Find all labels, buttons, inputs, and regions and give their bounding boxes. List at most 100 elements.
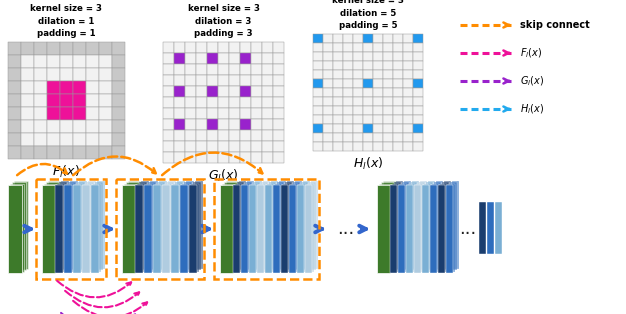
Bar <box>139 182 147 270</box>
Bar <box>235 183 242 272</box>
Bar <box>403 70 413 79</box>
Text: $F_l(x)$: $F_l(x)$ <box>520 46 542 60</box>
Bar <box>333 43 343 52</box>
Bar <box>413 88 423 97</box>
Bar <box>196 42 207 53</box>
Bar <box>383 97 393 106</box>
Bar <box>373 115 383 124</box>
Bar <box>343 133 353 142</box>
Bar <box>185 119 196 130</box>
Bar <box>383 106 393 115</box>
Bar <box>251 119 262 130</box>
Bar <box>363 97 373 106</box>
Bar <box>275 183 282 272</box>
Bar <box>218 130 229 141</box>
Bar <box>186 181 194 268</box>
Bar <box>426 182 433 270</box>
Bar <box>430 185 437 273</box>
Bar <box>196 97 207 108</box>
Bar <box>255 181 262 268</box>
Bar <box>174 108 185 119</box>
Bar <box>137 183 145 272</box>
Bar <box>185 152 196 163</box>
Bar <box>112 107 125 120</box>
Bar <box>301 182 308 270</box>
Bar <box>262 86 273 97</box>
Bar <box>313 106 323 115</box>
Bar <box>60 94 73 107</box>
Bar <box>218 42 229 53</box>
Bar <box>393 133 403 142</box>
Bar <box>34 107 47 120</box>
Bar <box>155 183 163 272</box>
Bar <box>79 181 87 268</box>
Bar <box>34 146 47 159</box>
Bar <box>47 81 60 94</box>
Bar <box>383 142 393 151</box>
Bar <box>21 55 34 68</box>
Bar <box>21 107 34 120</box>
Bar <box>34 42 47 55</box>
Bar <box>73 146 86 159</box>
Bar <box>240 141 251 152</box>
Bar <box>93 183 101 272</box>
Bar <box>207 86 218 97</box>
Bar <box>240 97 251 108</box>
Bar <box>495 202 502 254</box>
Bar <box>363 133 373 142</box>
Bar <box>229 53 240 64</box>
Bar <box>86 182 94 270</box>
Bar <box>112 133 125 146</box>
Bar <box>207 42 218 53</box>
Bar <box>68 182 76 270</box>
Bar <box>273 53 284 64</box>
Bar <box>207 97 218 108</box>
Bar <box>285 182 292 270</box>
Bar <box>193 182 201 270</box>
Bar <box>153 185 161 273</box>
Bar <box>159 181 167 268</box>
Bar <box>403 115 413 124</box>
Bar <box>75 183 83 272</box>
Bar <box>185 141 196 152</box>
Bar <box>8 42 21 55</box>
Bar <box>343 142 353 151</box>
Bar <box>333 61 343 70</box>
Bar <box>47 133 60 146</box>
Bar <box>196 75 207 86</box>
Bar <box>233 185 240 273</box>
Bar <box>21 94 34 107</box>
Bar <box>313 79 323 88</box>
Bar <box>112 120 125 133</box>
Bar <box>144 185 152 273</box>
Bar <box>277 182 284 270</box>
Bar <box>377 185 390 273</box>
Bar <box>251 183 258 272</box>
Bar <box>174 152 185 163</box>
Bar <box>47 146 60 159</box>
Bar <box>313 133 323 142</box>
Bar <box>82 185 90 273</box>
Bar <box>124 183 137 272</box>
Text: kernel size = 3
dilation = 5
padding = 5: kernel size = 3 dilation = 5 padding = 5 <box>332 0 404 30</box>
Bar <box>207 53 218 64</box>
Bar <box>307 183 314 272</box>
Bar <box>249 185 256 273</box>
Bar <box>77 182 85 270</box>
Bar <box>262 97 273 108</box>
Bar <box>353 133 363 142</box>
Bar <box>185 108 196 119</box>
Bar <box>196 64 207 75</box>
Bar <box>343 88 353 97</box>
Bar <box>323 43 333 52</box>
Bar <box>323 115 333 124</box>
Bar <box>162 185 170 273</box>
Bar <box>141 181 149 268</box>
Bar <box>383 115 393 124</box>
Bar <box>412 181 419 268</box>
Bar <box>413 133 423 142</box>
Bar <box>267 183 274 272</box>
Bar <box>393 43 403 52</box>
Text: skip connect: skip connect <box>520 20 590 30</box>
Bar <box>207 64 218 75</box>
